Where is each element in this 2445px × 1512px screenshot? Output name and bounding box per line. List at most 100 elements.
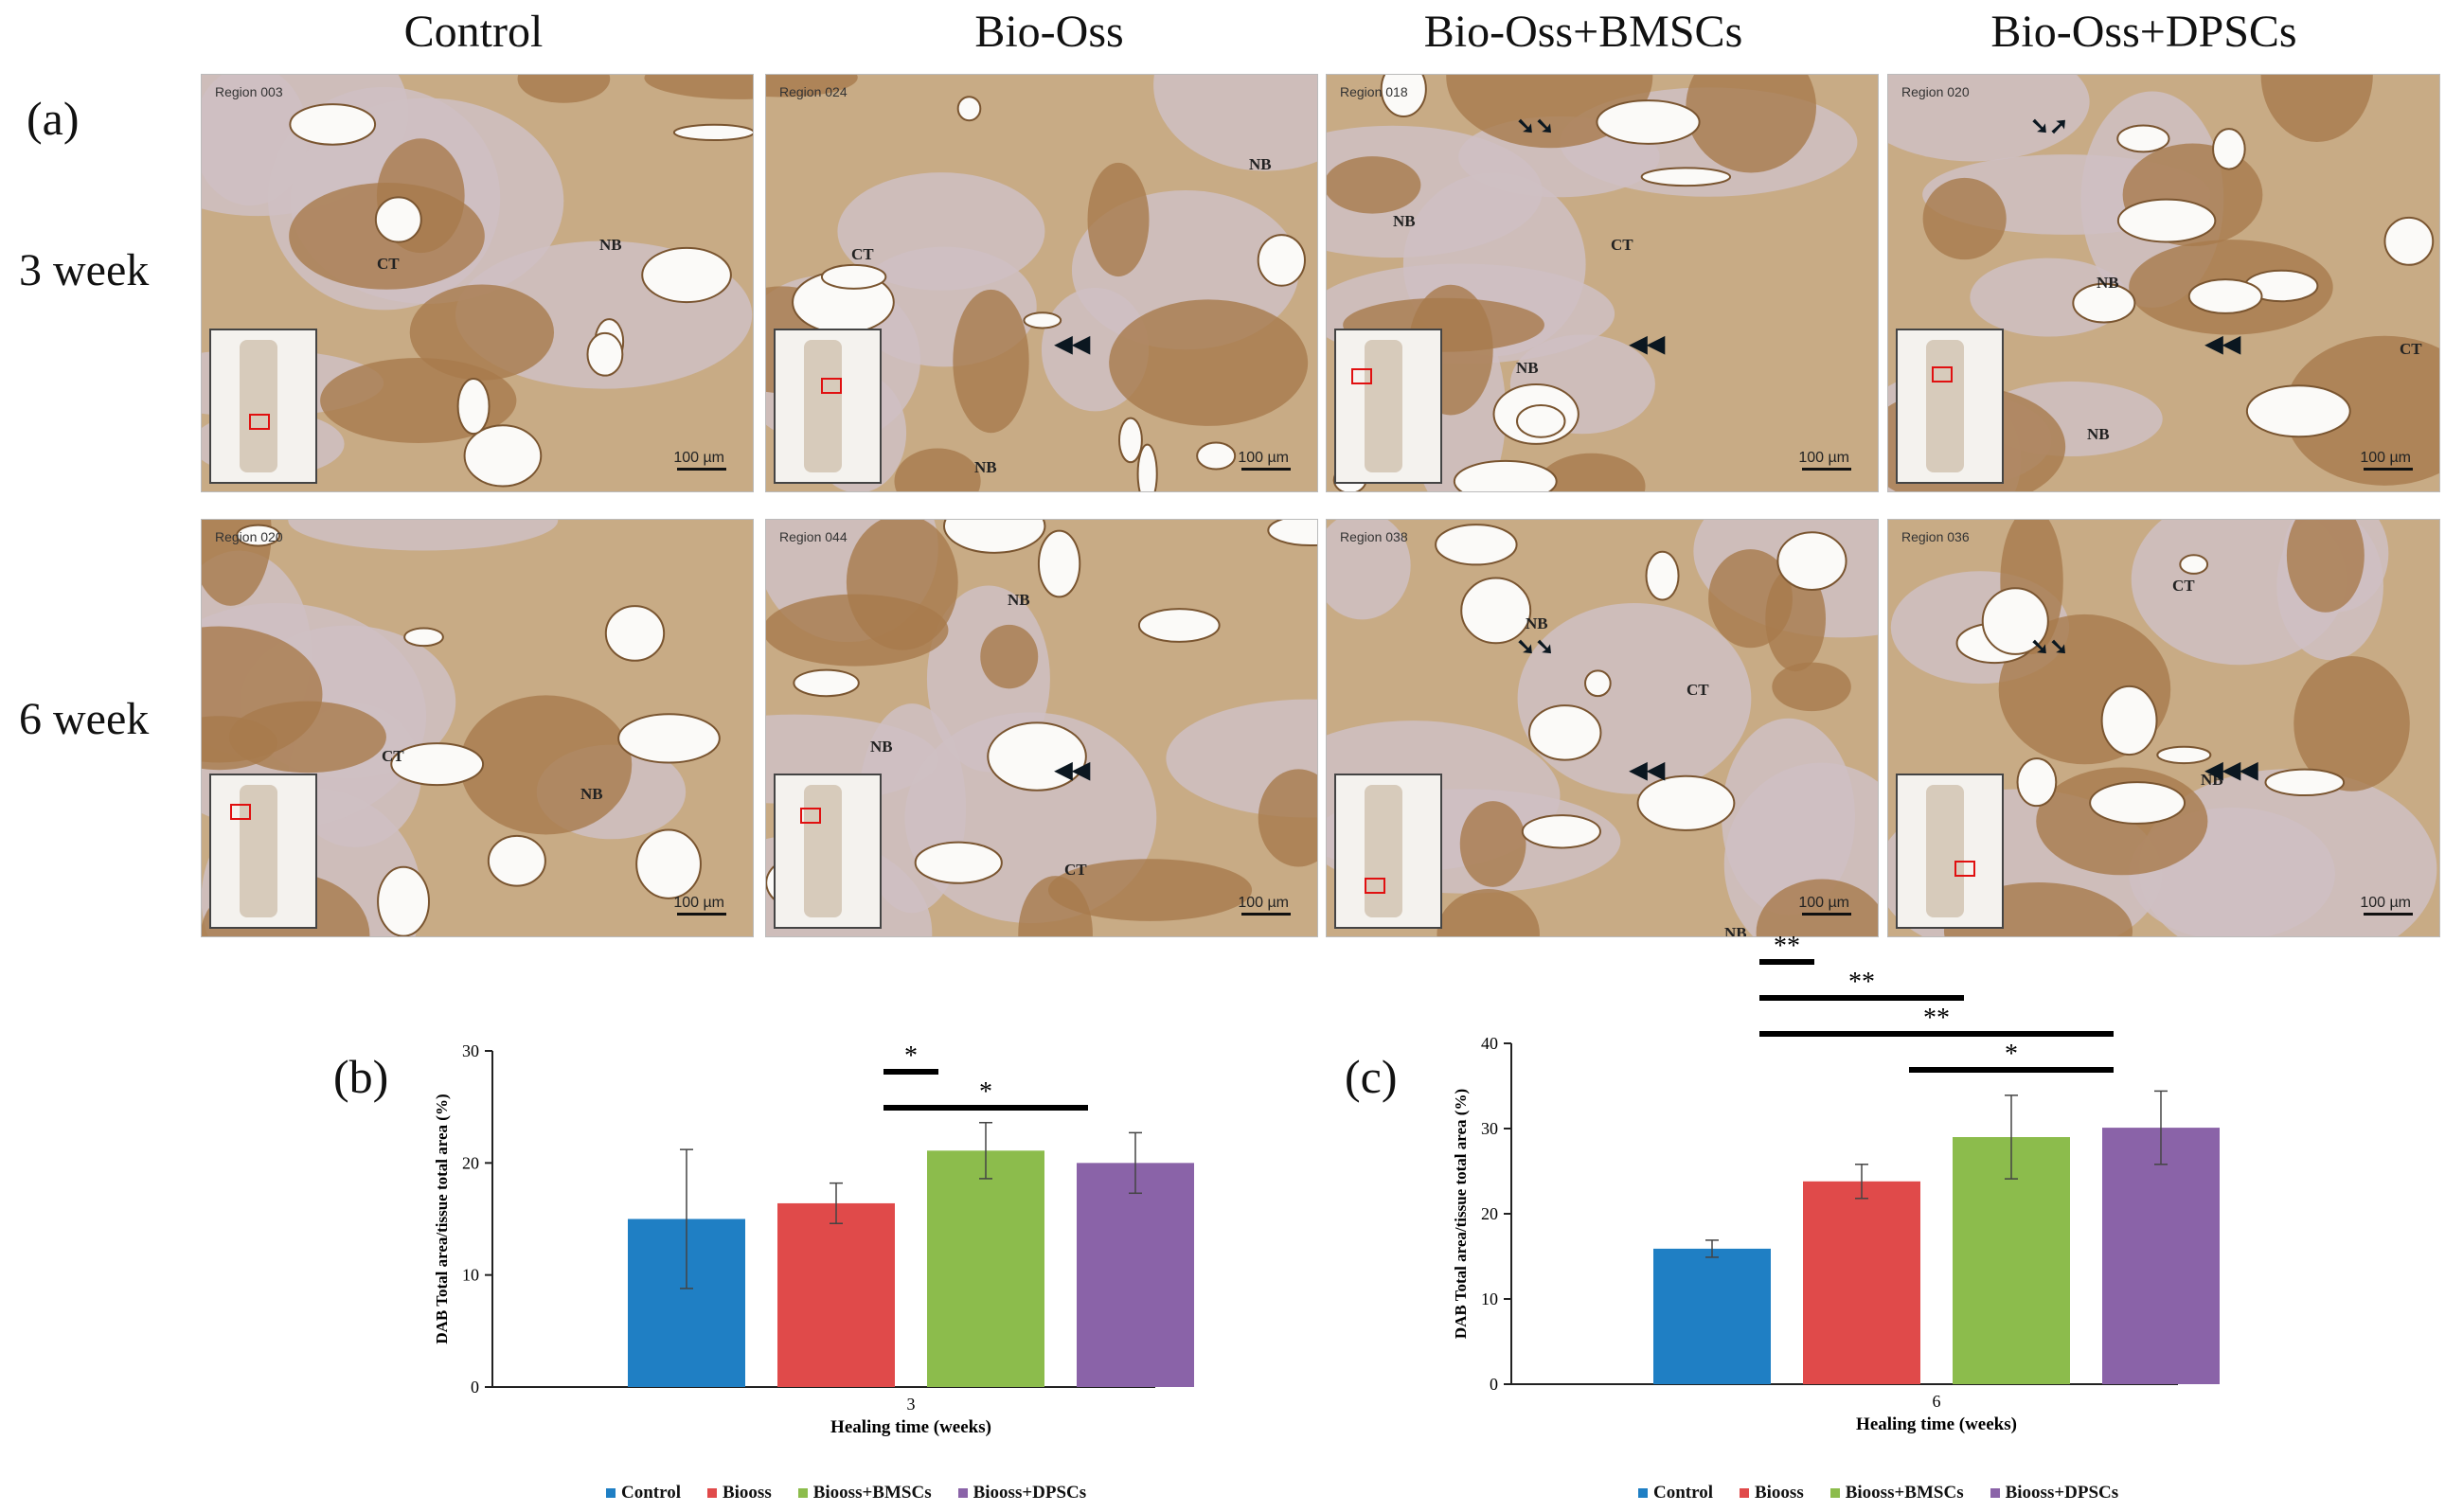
tissue-texture <box>202 75 753 488</box>
micrograph-6wk-control: Region 020 CT NB 100 µm <box>201 519 754 937</box>
section-overview <box>804 340 842 472</box>
arrowhead-markers: ◀◀ <box>1055 332 1090 357</box>
arrow-markers: ➘➘ <box>2030 635 2069 660</box>
bar-control <box>1653 1248 1771 1384</box>
significance-label: * <box>2005 1040 2018 1069</box>
tissue-texture <box>1327 75 1858 491</box>
tissue-label-nb: NB <box>2097 274 2119 292</box>
region-tag: Region 018 <box>1340 84 1408 99</box>
scale-bar <box>677 913 726 916</box>
scale-bar-label: 100 µm <box>1798 450 1849 466</box>
region-tag: Region 020 <box>215 529 283 544</box>
y-tick-label: 0 <box>1490 1375 1498 1394</box>
legend-swatch <box>1990 1488 2000 1498</box>
micrograph-3wk-bio-oss-dpscs: Region 020 NB CT NB ◀◀ ➘➚ 100 µm <box>1887 74 2440 492</box>
tissue-label-ct: CT <box>377 255 400 273</box>
bar-biooss-bmscs <box>927 1150 1044 1387</box>
legend-swatch <box>1739 1488 1749 1498</box>
legend-swatch <box>606 1488 616 1498</box>
micrograph-3wk-control: Region 003 CT NB 100 µm <box>201 74 754 492</box>
legend-c: Control Biooss Biooss+BMSCs Biooss+DPSCs <box>1638 1483 2118 1503</box>
legend-item: Biooss+BMSCs <box>797 1483 932 1503</box>
row-label-6-week: 6 week <box>19 694 150 744</box>
scale-bar <box>1802 468 1851 471</box>
tissue-texture <box>766 520 1317 936</box>
y-axis-label: DAB Total area/tissue total area (%) <box>433 1094 451 1343</box>
section-overview <box>1365 785 1402 917</box>
significance-label: ** <box>1848 968 1875 997</box>
y-tick-label: 20 <box>1481 1204 1498 1223</box>
legend-item: Biooss+DPSCs <box>1990 1483 2119 1503</box>
region-tag: Region 003 <box>215 84 283 99</box>
scale-bar <box>1241 913 1291 916</box>
legend-swatch <box>1829 1488 1840 1498</box>
y-axis-label: DAB Total area/tissue total area (%) <box>1452 1089 1470 1339</box>
tissue-label-nb: NB <box>974 458 997 476</box>
section-overview <box>1926 340 1964 472</box>
legend-label: Control <box>1653 1483 1713 1503</box>
column-title-bio-oss: Bio-Oss <box>974 7 1124 57</box>
arrowhead-markers: ◀◀ <box>1055 758 1090 783</box>
arrow-markers: ➘➘ <box>1516 115 1555 139</box>
legend-label: Biooss+DPSCs <box>2005 1483 2119 1503</box>
scale-bar <box>677 468 726 471</box>
y-tick-label: 20 <box>462 1153 479 1172</box>
overview-inset <box>209 329 317 484</box>
column-title-control: Control <box>403 7 544 57</box>
legend-label: Control <box>621 1483 681 1503</box>
region-of-interest-box <box>800 808 821 824</box>
overview-inset <box>1896 774 2004 929</box>
bar-chart-b: 0 10 20 30 3 Healing time (weeks) DAB Total ar… <box>433 1041 1194 1437</box>
region-of-interest-box <box>249 414 270 430</box>
legend-swatch <box>797 1488 808 1498</box>
y-tick-label: 0 <box>471 1378 479 1396</box>
column-title-bio-oss-dpscs: Bio-Oss+DPSCs <box>1990 7 2297 57</box>
region-of-interest-box <box>1954 861 1975 877</box>
legend-item: Control <box>606 1483 681 1503</box>
row-label-3-week: 3 week <box>19 245 150 295</box>
arrowhead-markers: ◀◀ <box>1630 758 1665 783</box>
overview-inset <box>1896 329 2004 484</box>
bar-biooss-dpscs <box>2102 1128 2220 1384</box>
panel-letter-a: (a) <box>27 92 80 145</box>
region-of-interest-box <box>821 378 842 394</box>
region-tag: Region 020 <box>1901 84 1970 99</box>
scale-bar-label: 100 µm <box>2360 450 2411 466</box>
section-overview <box>1365 340 1402 472</box>
region-tag: Region 044 <box>779 529 848 544</box>
tissue-label-nb: NB <box>2087 425 2110 443</box>
region-tag: Region 036 <box>1901 529 1970 544</box>
scale-bar-label: 100 µm <box>1798 895 1849 911</box>
region-tag: Region 024 <box>779 84 848 99</box>
scale-bar <box>2364 468 2413 471</box>
tissue-label-ct: CT <box>1064 861 1087 879</box>
tissue-label-nb: NB <box>1393 212 1416 230</box>
tissue-label-ct: CT <box>1687 681 1709 699</box>
micrograph-3wk-bio-oss: Region 024 CT NB NB ◀◀ 100 µm <box>765 74 1318 492</box>
significance-label: * <box>904 1041 918 1071</box>
legend-item: Biooss <box>1739 1483 1804 1503</box>
scale-bar-label: 100 µm <box>1238 450 1289 466</box>
tissue-label-ct: CT <box>851 245 874 263</box>
tissue-label-ct: CT <box>1611 236 1633 254</box>
scale-bar-label: 100 µm <box>673 895 724 911</box>
overview-inset <box>209 774 317 929</box>
tissue-label-nb: NB <box>1516 359 1539 377</box>
panel-letter-b: (b) <box>333 1050 389 1103</box>
y-tick-label: 10 <box>462 1266 479 1285</box>
y-tick-label: 30 <box>462 1041 479 1060</box>
arrow-markers: ➘➚ <box>2030 115 2069 139</box>
overview-inset <box>1334 329 1442 484</box>
legend-item: Biooss+DPSCs <box>957 1483 1087 1503</box>
micrograph-6wk-bio-oss-bmscs: Region 038 NB CT NB ◀◀ ➘➘ 100 µm <box>1326 519 1879 937</box>
y-tick-label: 30 <box>1481 1119 1498 1138</box>
micrograph-6wk-bio-oss: Region 044 NB NB CT ◀◀ 100 µm <box>765 519 1318 937</box>
region-of-interest-box <box>1365 878 1385 894</box>
micrograph-6wk-bio-oss-dpscs: Region 036 CT NB ◀◀◀ ➘➘ 100 µm <box>1887 519 2440 937</box>
tissue-label-ct: CT <box>2400 340 2422 358</box>
region-tag: Region 038 <box>1340 529 1408 544</box>
legend-label: Biooss+DPSCs <box>973 1483 1087 1503</box>
legend-label: Biooss+BMSCs <box>812 1483 932 1503</box>
section-overview <box>240 785 277 917</box>
section-overview <box>240 340 277 472</box>
